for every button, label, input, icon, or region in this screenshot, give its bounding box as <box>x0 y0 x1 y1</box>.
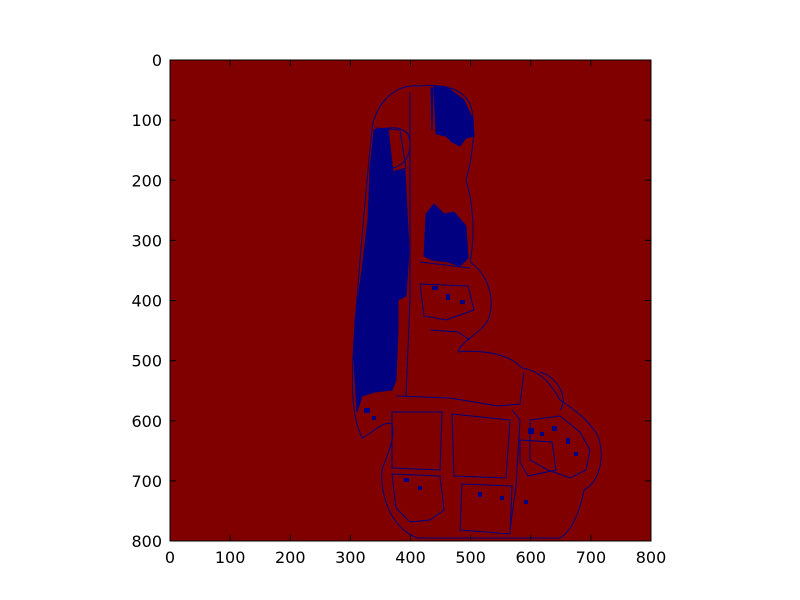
heatmap-lower-divider-2 <box>451 413 511 479</box>
heatmap-middle-right-region <box>423 203 469 267</box>
heatmap-shape-layer <box>351 85 602 539</box>
heatmap-lower-divider-3 <box>459 483 513 535</box>
heatmap-vertical-split <box>405 92 411 397</box>
y-tick-label: 100 <box>131 111 162 130</box>
heatmap-horizontal-band <box>395 371 525 407</box>
heatmap-left-small-region <box>379 291 399 319</box>
x-tick-label: 500 <box>455 548 486 567</box>
heatmap-right-lobe <box>529 371 591 479</box>
x-tick-label: 400 <box>395 548 426 567</box>
heatmap-top-sliver-region <box>430 87 434 131</box>
y-tick-label: 0 <box>152 51 162 70</box>
y-tick-label: 500 <box>131 352 162 371</box>
x-tick-label: 300 <box>335 548 366 567</box>
heatmap-top-right-region <box>433 85 475 147</box>
y-tick-label: 200 <box>131 171 162 190</box>
x-tick-label: 700 <box>576 548 607 567</box>
heatmap-lower-divider-4 <box>509 409 521 531</box>
x-tick-label: 0 <box>165 548 175 567</box>
heatmap-contours <box>351 85 602 539</box>
x-tick-label: 800 <box>636 548 667 567</box>
y-tick-label: 800 <box>131 532 162 551</box>
heatmap-left-arc <box>375 127 407 173</box>
x-tick-label: 100 <box>215 548 246 567</box>
x-tick-label: 600 <box>515 548 546 567</box>
heatmap-filled-regions <box>353 85 475 413</box>
heatmap-noise <box>364 286 578 504</box>
y-tick-label: 700 <box>131 472 162 491</box>
x-tick-label: 200 <box>275 548 306 567</box>
x-axis: 0 100 200 300 400 500 600 700 800 <box>165 60 666 567</box>
heatmap-left-region <box>353 127 410 413</box>
heatmap-bottom-details <box>391 439 557 523</box>
heatmap-mid-details <box>419 261 475 341</box>
y-tick-label: 600 <box>131 412 162 431</box>
y-axis: 0 100 200 300 400 500 600 700 800 <box>131 51 651 551</box>
y-tick-label: 400 <box>131 292 162 311</box>
heatmap-lower-divider-1 <box>391 411 443 471</box>
heatmap-circle-detail <box>374 127 411 169</box>
y-tick-label: 300 <box>131 231 162 250</box>
heatmap-outer-contour <box>351 85 602 539</box>
